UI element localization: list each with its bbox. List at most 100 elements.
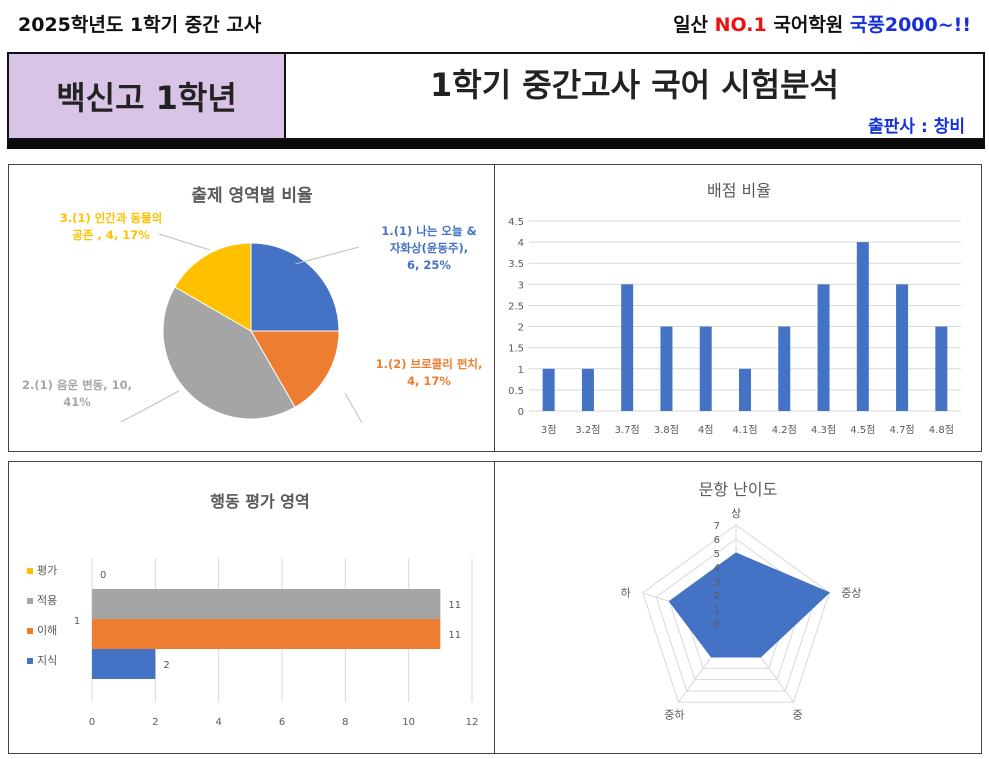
y-tick-label: 1.5 — [508, 344, 524, 355]
radar-axis-label: 상 — [731, 507, 741, 520]
radar-grid-ring — [642, 524, 830, 703]
bar-value-label: 0 — [100, 570, 106, 581]
radar-chart-panel: 문항 난이도 0 1 2 3 4 5 6 7 상 중상 중 중하 하 — [494, 461, 982, 754]
radar-tick-label: 2 — [714, 591, 720, 602]
bar — [660, 326, 673, 411]
radar-axis-label: 중 — [793, 708, 803, 721]
legend-swatch — [27, 568, 33, 574]
chart-title: 출제 영역별 비율 — [191, 186, 313, 206]
x-tick-label: 3.2점 — [575, 424, 600, 436]
x-tick-label: 4.7점 — [890, 424, 915, 436]
legend-swatch — [27, 658, 33, 664]
bar-chart-panel: 배점 비율 0 0.5 1 1.5 2 2.5 3 3.5 4 4.5 3점 3.2점 3.7점 3.8점 4… — [494, 164, 982, 452]
radar-axis-label: 하 — [621, 586, 631, 600]
bar — [92, 649, 156, 679]
pie-data-label: 41% — [63, 395, 91, 409]
bar — [621, 284, 634, 411]
bar — [935, 326, 948, 411]
bar — [856, 242, 869, 411]
radar-tick-label: 5 — [714, 549, 720, 560]
x-tick-label: 0 — [89, 717, 95, 728]
pie-slice — [174, 242, 252, 332]
slogan-prefix: 일산 — [673, 14, 709, 36]
bar — [778, 326, 791, 411]
academy-slogan: 일산 NO.1 국어학원 국풍2000~!! — [673, 10, 971, 37]
bar — [817, 284, 830, 411]
pie-leader-line — [294, 246, 360, 265]
y-tick-label: 2.5 — [508, 301, 524, 312]
slogan-rank: NO.1 — [714, 14, 767, 36]
radar-tick-label: 6 — [714, 535, 720, 546]
bar — [92, 589, 441, 619]
y-tick-label: 2 — [518, 323, 524, 334]
pie-data-label: 3.(1) 인간과 동물의 — [60, 211, 162, 225]
pie-data-label: 4, 17% — [407, 374, 451, 388]
chart-title: 배점 비율 — [707, 181, 771, 200]
x-tick-label: 3.7점 — [615, 424, 640, 436]
bar — [739, 368, 751, 411]
x-tick-label: 10 — [402, 717, 415, 728]
pie-data-label: 1.(2) 브로콜리 펀치, — [376, 357, 483, 371]
pie-data-label: 2.(1) 음운 변동, 10, — [22, 378, 132, 392]
y-tick-label: 4.5 — [508, 217, 524, 228]
chart-title: 행동 평가 영역 — [210, 492, 309, 511]
slogan-brand: 국풍2000~!! — [849, 14, 971, 36]
category-label: 1 — [74, 616, 80, 627]
radar-tick-label: 0 — [714, 619, 720, 630]
legend-label: 이해 — [37, 623, 57, 637]
slogan-middle: 국어학원 — [773, 14, 844, 36]
chart-title: 문항 난이도 — [699, 480, 778, 499]
x-tick-label: 4점 — [698, 424, 714, 436]
legend-swatch — [27, 628, 33, 634]
x-tick-label: 4.3점 — [811, 424, 836, 436]
x-tick-label: 12 — [466, 717, 479, 728]
radar-tick-label: 7 — [714, 521, 720, 532]
bar — [699, 326, 712, 411]
radar-series-area — [668, 552, 831, 658]
bar-value-label: 2 — [163, 660, 169, 671]
y-tick-label: 0 — [518, 407, 524, 418]
x-tick-label: 4.1점 — [732, 424, 757, 436]
x-tick-label: 4.8점 — [929, 424, 954, 436]
school-grade-label: 백신고 1학년 — [9, 54, 286, 138]
score-bar-chart: 배점 비율 0 0.5 1 1.5 2 2.5 3 3.5 4 4.5 3점 3.2점 3.7점 3.8점 4… — [508, 181, 961, 436]
x-tick-label: 8 — [342, 717, 348, 728]
x-tick-label: 4.2점 — [772, 424, 797, 436]
x-tick-label: 3.8점 — [654, 424, 679, 436]
pie-data-label: 6, 25% — [407, 258, 451, 272]
y-tick-label: 3.5 — [508, 259, 524, 270]
pie-data-label: 공존 , 4, 17% — [72, 228, 150, 242]
y-tick-label: 0.5 — [508, 386, 524, 397]
y-tick-label: 3 — [518, 280, 524, 291]
pie-slice — [250, 330, 340, 408]
bar-value-label: 11 — [448, 630, 461, 641]
bar-value-label: 11 — [448, 600, 461, 611]
y-tick-label: 1 — [518, 365, 524, 376]
bar — [542, 368, 555, 411]
x-tick-label: 4.5점 — [850, 424, 875, 436]
radar-axis-label: 중상 — [841, 587, 861, 600]
pie-chart-panel: 출제 영역별 비율 1.(1) 나는 오늘 & 자화상(윤동주), 6, 25% 1.(… — [8, 164, 495, 452]
x-tick-label: 2 — [152, 717, 158, 728]
exam-period-label: 2025학년도 1학기 중간 고사 — [18, 14, 262, 36]
bar — [92, 619, 441, 649]
legend-swatch — [27, 598, 33, 604]
legend-label: 적용 — [37, 594, 57, 607]
radar-tick-label: 3 — [714, 577, 720, 588]
legend-label: 평가 — [37, 564, 57, 577]
publisher-label: 출판사 : 창비 — [868, 117, 965, 137]
pie-data-label: 1.(1) 나는 오늘 & — [381, 224, 476, 238]
pie-chart: 출제 영역별 비율 1.(1) 나는 오늘 & 자화상(윤동주), 6, 25% 1.(… — [22, 186, 483, 424]
page-title: 1학기 중간고사 국어 시험분석 — [430, 66, 839, 104]
x-tick-label: 3점 — [541, 424, 557, 436]
title-banner: 백신고 1학년 1학기 중간고사 국어 시험분석 출판사 : 창비 — [7, 52, 985, 140]
pie-slice — [250, 242, 340, 332]
pie-data-label: 자화상(윤동주), — [390, 241, 468, 255]
pie-leader-line — [158, 233, 211, 251]
behavior-chart-panel: 행동 평가 영역 0 2 4 6 8 10 12 1 0 평가 11 적용 11 이해 2 지식 — [8, 461, 495, 754]
x-tick-label: 6 — [279, 717, 285, 728]
banner-shadow — [7, 140, 985, 149]
pie-slice — [162, 286, 296, 420]
